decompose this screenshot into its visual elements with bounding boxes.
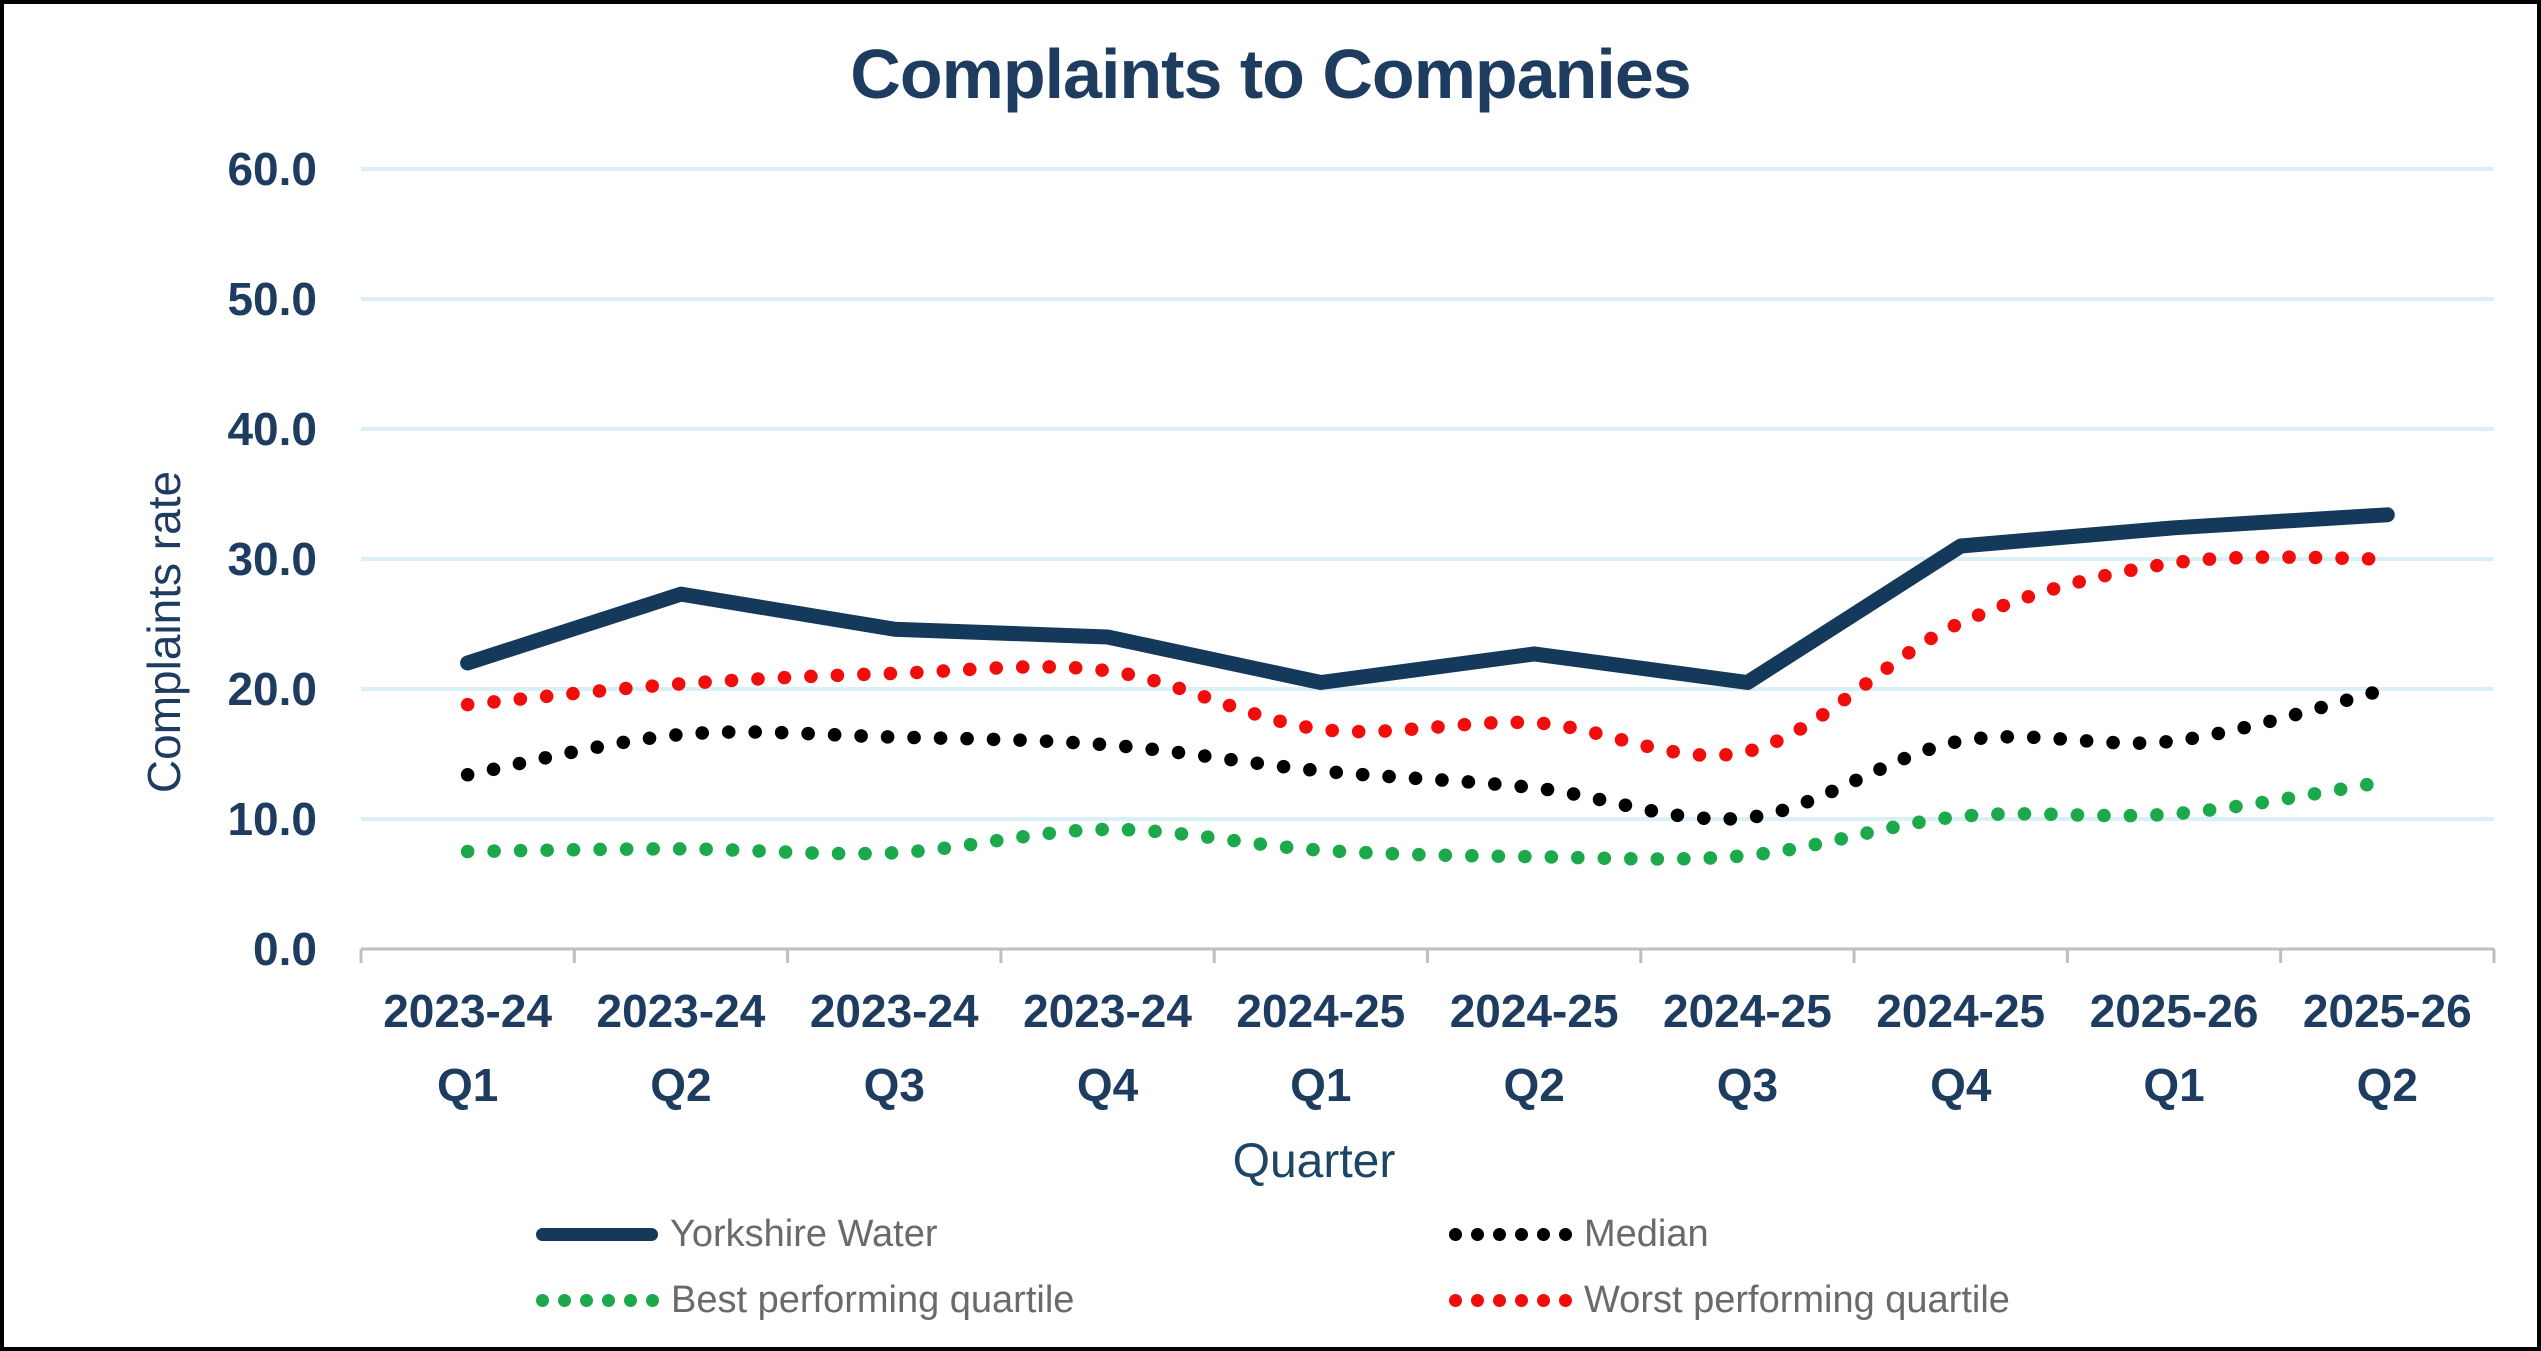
y-tick-label: 10.0 [227, 793, 317, 845]
legend-item-median: Median [1449, 1207, 1709, 1261]
x-tick-quarter: Q3 [863, 1059, 925, 1111]
x-tick-year: 2025-26 [2302, 985, 2472, 1037]
x-tick-label: 2023-24 Q4 [998, 981, 1218, 1115]
x-tick-quarter: Q2 [1503, 1059, 1565, 1111]
series-line-worst-performing-quartile [460, 550, 2395, 763]
x-tick-year: 2024-25 [1663, 985, 1832, 1037]
y-tick-label: 0.0 [253, 923, 317, 975]
x-tick-label: 2025-26 Q1 [2064, 981, 2284, 1115]
y-tick-label: 20.0 [227, 663, 317, 715]
x-tick-year: 2023-24 [1023, 985, 1192, 1037]
legend-item-yorkshire-water: Yorkshire Water [536, 1207, 938, 1261]
legend-label: Worst performing quartile [1584, 1278, 2010, 1321]
y-tick-label: 30.0 [227, 533, 317, 585]
legend-label: Yorkshire Water [670, 1212, 938, 1255]
x-tick-quarter: Q3 [1716, 1059, 1779, 1111]
legend-item-worst-performing-quartile: Worst performing quartile [1449, 1273, 2010, 1327]
x-tick-label: 2024-25 Q3 [1637, 981, 1857, 1115]
x-tick-year: 2023-24 [383, 985, 553, 1037]
x-tick-year: 2024-25 [1876, 985, 2046, 1037]
x-tick-year: 2024-25 [1236, 985, 1406, 1037]
dotted-line-marker-icon [1449, 1293, 1572, 1307]
y-tick-label: 40.0 [227, 403, 317, 455]
legend-label: Median [1584, 1212, 1709, 1255]
x-tick-label: 2023-24 Q2 [571, 981, 791, 1115]
x-tick-year: 2025-26 [2089, 985, 2259, 1037]
x-tick-label: 2024-25 Q4 [1851, 981, 2071, 1115]
series-line-best-performing-quartile [460, 774, 2395, 866]
y-tick-label: 60.0 [227, 143, 317, 195]
x-tick-label: 2025-26 Q2 [2277, 981, 2497, 1115]
x-tick-label: 2023-24 Q1 [358, 981, 578, 1115]
legend-label: Best performing quartile [671, 1278, 1075, 1321]
x-tick-quarter: Q4 [1930, 1059, 1992, 1111]
series-line-median [460, 682, 2395, 826]
solid-line-marker-icon [536, 1227, 658, 1241]
series-line-yorkshire-water [460, 507, 2395, 690]
legend-item-best-performing-quartile: Best performing quartile [536, 1273, 1074, 1327]
chart-title: Complaints to Companies [850, 35, 1691, 113]
x-tick-label: 2024-25 Q2 [1424, 981, 1644, 1115]
x-tick-quarter: Q1 [2143, 1059, 2205, 1111]
plot-area [359, 167, 2496, 963]
x-tick-quarter: Q1 [1290, 1059, 1352, 1111]
x-tick-year: 2023-24 [809, 985, 979, 1037]
x-tick-label: 2023-24 Q3 [784, 981, 1004, 1115]
dotted-line-marker-icon [536, 1293, 659, 1307]
x-tick-year: 2024-25 [1449, 985, 1619, 1037]
x-tick-year: 2023-24 [596, 985, 766, 1037]
y-tick-label: 50.0 [227, 273, 317, 325]
x-tick-quarter: Q4 [1076, 1059, 1139, 1111]
x-axis-title: Quarter [1232, 1135, 1396, 1188]
dotted-line-marker-icon [1449, 1227, 1572, 1241]
x-tick-quarter: Q2 [2356, 1059, 2419, 1111]
y-axis-title: Complaints rate [138, 470, 190, 794]
x-tick-quarter: Q1 [436, 1059, 499, 1111]
x-tick-label: 2024-25 Q1 [1211, 981, 1431, 1115]
x-tick-quarter: Q2 [650, 1059, 712, 1111]
